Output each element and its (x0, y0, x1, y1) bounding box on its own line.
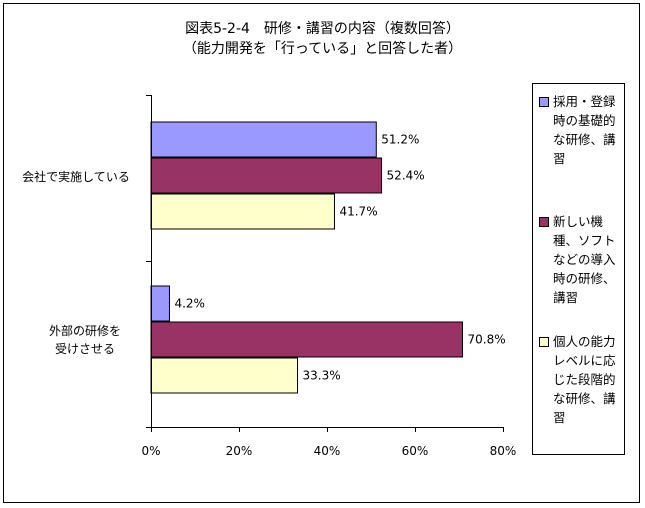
legend-label-1: 新しい機種、ソフトなどの導入時の研修、講習 (553, 214, 616, 305)
data-label-1-2: 33.3% (303, 369, 341, 383)
data-label-1-1: 70.8% (468, 333, 506, 347)
legend-label-2: 個人の能力レベルに応じた段階的な研修、講習 (553, 334, 616, 425)
bar-0-2 (150, 193, 335, 230)
legend-swatch-2 (539, 337, 549, 347)
legend-swatch-0 (539, 97, 549, 107)
bar-1-1 (150, 321, 464, 358)
x-tick-label-2: 40% (314, 444, 341, 458)
legend: 採用・登録時の基礎的な研修、講習 新しい機種、ソフトなどの導入時の研修、講習 個… (532, 83, 625, 455)
bar-0-0 (150, 121, 377, 158)
data-label-1-0: 4.2% (174, 297, 205, 311)
data-label-0-0: 51.2% (381, 133, 419, 147)
bar-1-0 (150, 285, 170, 322)
chart-title-line2: （能力開発を「行っている」と回答した者） (182, 41, 463, 57)
x-tick-label-4: 80% (490, 444, 517, 458)
x-tick-label-3: 60% (402, 444, 429, 458)
bar-0-1 (150, 157, 383, 194)
legend-label-0: 採用・登録時の基礎的な研修、講習 (553, 94, 616, 166)
data-label-0-2: 41.7% (339, 205, 377, 219)
x-tick-label-1: 20% (226, 444, 253, 458)
x-tick-label-0: 0% (141, 444, 160, 458)
chart-title-line1: 図表5-2-4 研修・講習の内容（複数回答） (185, 21, 460, 37)
data-label-0-1: 52.4% (387, 169, 425, 183)
legend-swatch-1 (539, 217, 549, 227)
category-label-1: 外部の研修を 受けさせる (48, 324, 121, 356)
bar-1-2 (150, 357, 299, 394)
category-label-0: 会社で実施している (22, 170, 130, 184)
